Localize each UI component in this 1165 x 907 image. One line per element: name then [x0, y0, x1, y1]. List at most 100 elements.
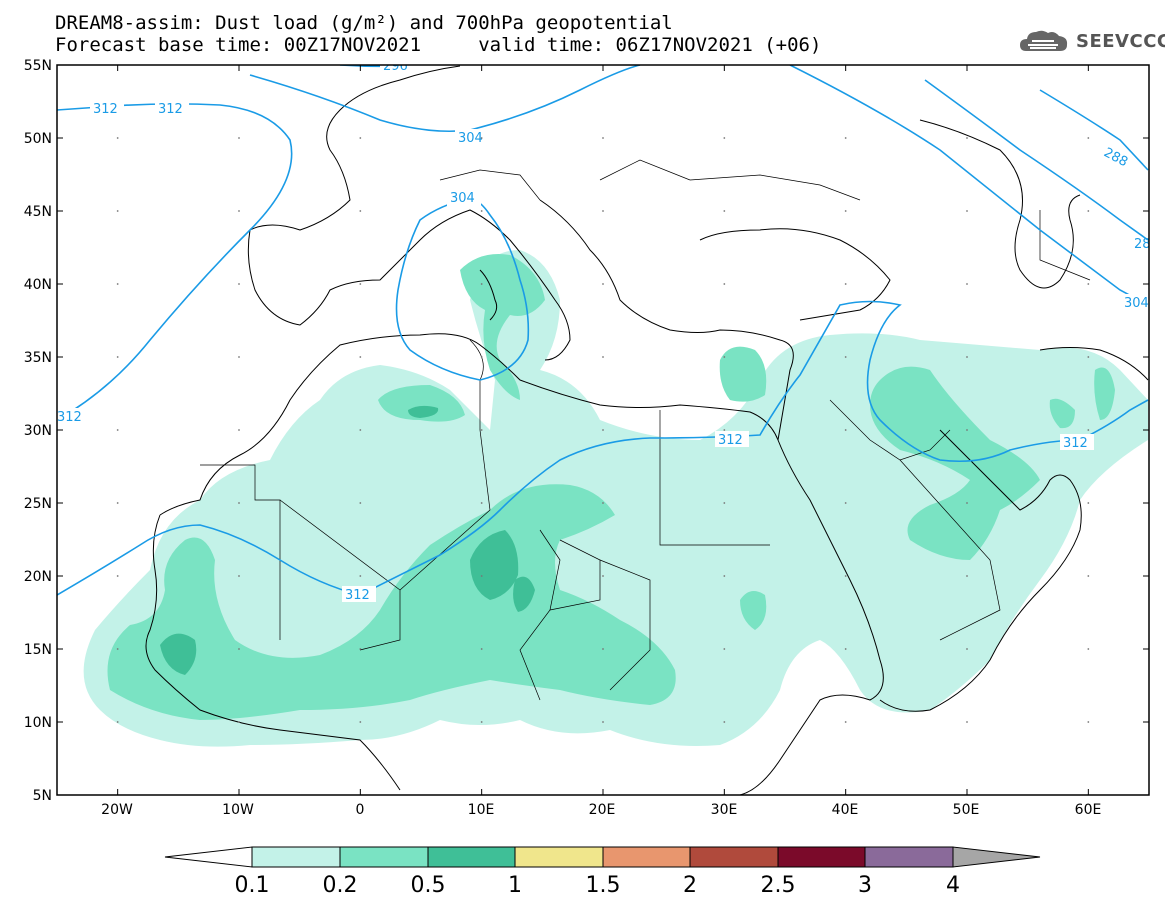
- longitude-labels: 20W 10W 0 10E 20E 30E 40E 50E 60E: [101, 802, 1101, 818]
- colorbar-label: 3: [858, 873, 872, 898]
- graticule: [116, 137, 1090, 723]
- graticule-dot: [602, 356, 604, 358]
- graticule-dot: [1087, 502, 1090, 504]
- cloud-logo-icon: [1020, 30, 1068, 51]
- graticule-dot: [116, 137, 119, 139]
- contour-label: 304: [1124, 296, 1149, 311]
- contour-label: 312: [345, 588, 370, 603]
- contour-label: 296: [383, 59, 408, 74]
- lat-label: 45N: [24, 204, 52, 220]
- contour-label: 28: [1134, 237, 1151, 252]
- graticule-dot: [238, 575, 240, 577]
- graticule-dot: [844, 283, 847, 285]
- colorbar-over-arrow: [952, 846, 1041, 868]
- graticule-dot: [844, 429, 847, 431]
- graticule-dot: [238, 356, 240, 358]
- colorbar-label: 0.1: [235, 873, 270, 898]
- lon-label: 20E: [589, 802, 616, 818]
- lon-label: 10E: [468, 802, 495, 818]
- graticule-dot: [238, 502, 240, 504]
- graticule-dot: [602, 137, 604, 139]
- graticule-dot: [602, 575, 604, 577]
- graticule-dot: [359, 648, 362, 650]
- colorbar-label: 0.5: [411, 873, 446, 898]
- graticule-dot: [116, 721, 119, 723]
- colorbar-label: 2: [683, 873, 697, 898]
- lat-label: 5N: [33, 788, 52, 804]
- graticule-dot: [602, 502, 604, 504]
- graticule-dot: [238, 429, 240, 431]
- graticule-dot: [602, 648, 604, 650]
- lat-label: 40N: [24, 277, 52, 293]
- graticule-dot: [602, 429, 604, 431]
- lat-label: 55N: [24, 58, 52, 74]
- graticule-dot: [966, 502, 968, 504]
- lon-label: 20W: [101, 802, 133, 818]
- coastlines: [145, 65, 1149, 795]
- graticule-dot: [602, 283, 604, 285]
- logo-text: SEEVCCC: [1076, 30, 1165, 52]
- graticule-dot: [966, 429, 968, 431]
- graticule-dot: [602, 210, 604, 212]
- graticule-dot: [1087, 210, 1090, 212]
- lon-label: 10W: [222, 802, 254, 818]
- graticule-dot: [116, 283, 119, 285]
- graticule-dot: [359, 283, 362, 285]
- graticule-dot: [359, 429, 362, 431]
- graticule-dot: [1087, 721, 1090, 723]
- graticule-dot: [723, 575, 726, 577]
- colorbar-under-arrow: [164, 846, 253, 868]
- graticule-dot: [359, 575, 362, 577]
- graticule-dot: [723, 356, 726, 358]
- graticule-dot: [966, 356, 968, 358]
- colorbar-label: 0.2: [323, 873, 358, 898]
- contour-label: 312: [718, 433, 743, 448]
- graticule-dot: [723, 429, 726, 431]
- graticule-dot: [723, 283, 726, 285]
- graticule-dot: [966, 721, 968, 723]
- graticule-dot: [359, 721, 362, 723]
- logo: SEEVCCC: [1018, 26, 1165, 56]
- graticule-dot: [116, 648, 119, 650]
- graticule-dot: [723, 721, 726, 723]
- lon-label: 30E: [711, 802, 738, 818]
- dust-band-0.1: [83, 250, 1149, 747]
- graticule-dot: [723, 502, 726, 504]
- lat-label: 50N: [24, 131, 52, 147]
- colorbar-swatch: [339, 846, 429, 868]
- graticule-dot: [966, 575, 968, 577]
- graticule-dot: [238, 283, 240, 285]
- graticule-dot: [1087, 283, 1090, 285]
- graticule-dot: [1087, 356, 1090, 358]
- graticule-dot: [966, 210, 968, 212]
- graticule-dot: [723, 210, 726, 212]
- dust-band-0.2: [107, 254, 1115, 720]
- graticule-dot: [844, 721, 847, 723]
- colorbar-swatch: [864, 846, 954, 868]
- graticule-dot: [844, 210, 847, 212]
- contour-label: 312: [93, 102, 118, 117]
- axis-ticks: [57, 64, 1149, 796]
- lat-label: 30N: [24, 423, 52, 439]
- graticule-dot: [844, 648, 847, 650]
- graticule-dot: [1087, 137, 1090, 139]
- colorbar-swatch: [514, 846, 604, 868]
- lon-label: 0: [356, 802, 365, 818]
- lon-label: 50E: [953, 802, 980, 818]
- graticule-dot: [480, 429, 483, 431]
- colorbar-label: 1.5: [586, 873, 621, 898]
- map-area: 296 312 312 304 304 312 312 312 312 288 …: [57, 59, 1151, 795]
- contour-label: 312: [158, 102, 183, 117]
- graticule-dot: [844, 137, 847, 139]
- graticule-dot: [480, 356, 483, 358]
- graticule-dot: [238, 137, 240, 139]
- graticule-dot: [1087, 429, 1090, 431]
- graticule-dot: [480, 648, 483, 650]
- graticule-dot: [480, 283, 483, 285]
- graticule-dot: [966, 283, 968, 285]
- lat-label: 15N: [24, 642, 52, 658]
- graticule-dot: [116, 429, 119, 431]
- graticule-dot: [116, 575, 119, 577]
- graticule-dot: [480, 575, 483, 577]
